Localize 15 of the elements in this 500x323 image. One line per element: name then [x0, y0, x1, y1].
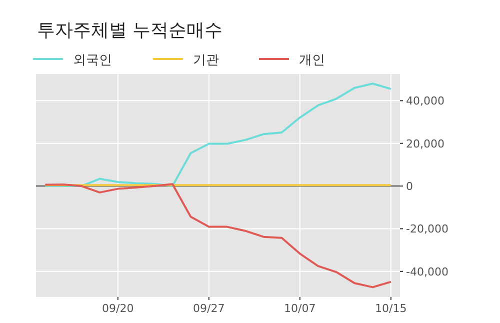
legend-label: 외국인: [73, 53, 112, 68]
x-tick-label: 09/20: [102, 302, 134, 315]
x-tick-label: 10/15: [375, 302, 407, 315]
chart-title: 투자주체별 누적순매수: [37, 20, 223, 41]
y-tick-label: -20,000: [406, 222, 448, 236]
y-tick-label: 20,000: [406, 137, 444, 150]
legend-label: 기관: [193, 53, 219, 68]
y-tick-label: 0: [406, 180, 413, 194]
y-tick-label: -40,000: [406, 265, 448, 278]
line-series: [44, 183, 392, 288]
y-tick-label: 40,000: [406, 94, 444, 108]
line-series: [44, 82, 392, 188]
x-tick-label: 10/07: [284, 302, 316, 315]
legend-label: 개인: [299, 53, 325, 68]
x-tick-label: 09/27: [193, 302, 225, 315]
